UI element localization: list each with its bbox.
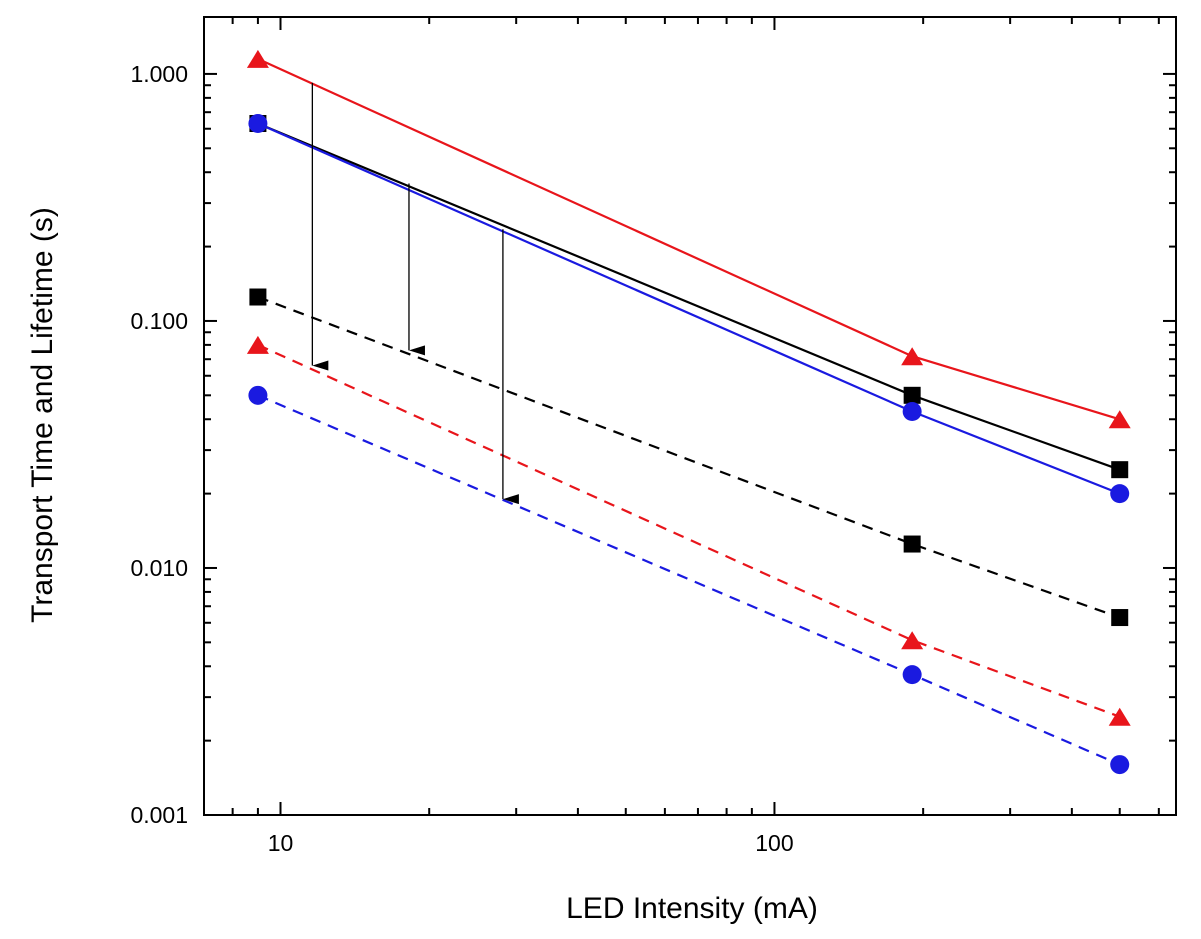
data-point-black-dashed: [1111, 609, 1129, 627]
data-point-red-solid: [901, 347, 924, 366]
y-tick-label: 0.100: [130, 308, 188, 334]
series-line-red-solid: [257, 57, 1121, 421]
data-point-red-dashed: [901, 631, 924, 650]
data-point-black-dashed: [903, 535, 921, 553]
y-tick-label: 0.001: [130, 802, 188, 828]
x-axis-title: LED Intensity (mA): [566, 892, 818, 925]
series-line-blue-dashed: [257, 394, 1121, 766]
y-tick-label: 0.010: [130, 555, 188, 581]
data-point-blue-solid: [1110, 484, 1130, 504]
series-line-black-dashed: [257, 295, 1121, 619]
data-point-red-solid: [246, 49, 269, 68]
data-point-blue-solid: [248, 113, 268, 133]
data-point-red-dashed: [246, 335, 269, 354]
x-tick-label: 100: [755, 830, 793, 856]
data-point-black-dashed: [249, 288, 267, 306]
y-axis-title: Transport Time and Lifetime (s): [26, 207, 59, 623]
series-line-blue-solid: [257, 122, 1121, 495]
series-line-black-solid: [257, 122, 1121, 471]
series-line-red-dashed: [257, 343, 1121, 718]
y-tick-label: 1.000: [130, 61, 188, 87]
data-point-blue-dashed: [902, 665, 922, 685]
data-point-black-solid: [903, 386, 921, 404]
data-point-blue-dashed: [248, 385, 268, 405]
plot-frame: [203, 16, 1177, 816]
data-point-black-solid: [1111, 461, 1129, 479]
data-point-red-solid: [1108, 410, 1131, 429]
data-point-blue-dashed: [1110, 755, 1130, 775]
x-tick-label: 10: [268, 830, 294, 856]
data-point-blue-solid: [902, 401, 922, 421]
data-point-red-dashed: [1108, 707, 1131, 726]
